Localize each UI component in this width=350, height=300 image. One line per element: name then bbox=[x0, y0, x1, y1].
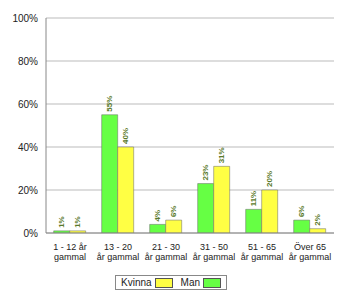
svg-text:6%: 6% bbox=[169, 206, 178, 218]
svg-text:Över 65år gammal: Över 65år gammal bbox=[289, 242, 332, 262]
html-text:Man: Man bbox=[180, 277, 200, 288]
svg-text:6%: 6% bbox=[297, 206, 306, 218]
html-text:Kvinna: Kvinna bbox=[121, 277, 152, 288]
svg-text:80%: 80% bbox=[18, 56, 38, 67]
svg-text:0%: 0% bbox=[24, 228, 39, 239]
svg-text:23%: 23% bbox=[201, 165, 210, 181]
svg-text:51 - 65år gammal: 51 - 65år gammal bbox=[241, 242, 284, 262]
svg-text:1%: 1% bbox=[73, 216, 82, 228]
svg-text:60%: 60% bbox=[18, 99, 38, 110]
svg-text:20%: 20% bbox=[18, 185, 38, 196]
svg-text:1%: 1% bbox=[57, 216, 66, 228]
svg-text:21 - 30år gammal: 21 - 30år gammal bbox=[145, 242, 188, 262]
svg-text:20%: 20% bbox=[265, 171, 274, 187]
svg-text:11%: 11% bbox=[249, 191, 258, 207]
svg-text:1 - 12 årgammal: 1 - 12 årgammal bbox=[53, 242, 87, 262]
svg-text:4%: 4% bbox=[153, 210, 162, 222]
svg-text:13 - 20år gammal: 13 - 20år gammal bbox=[97, 242, 140, 262]
svg-text:55%: 55% bbox=[105, 96, 114, 112]
svg-text:31%: 31% bbox=[217, 147, 226, 163]
svg-text:40%: 40% bbox=[121, 128, 130, 144]
svg-text:31 - 50år gammal: 31 - 50år gammal bbox=[193, 242, 236, 262]
svg-text:40%: 40% bbox=[18, 142, 38, 153]
svg-text:2%: 2% bbox=[313, 214, 322, 226]
svg-text:100%: 100% bbox=[12, 13, 38, 24]
